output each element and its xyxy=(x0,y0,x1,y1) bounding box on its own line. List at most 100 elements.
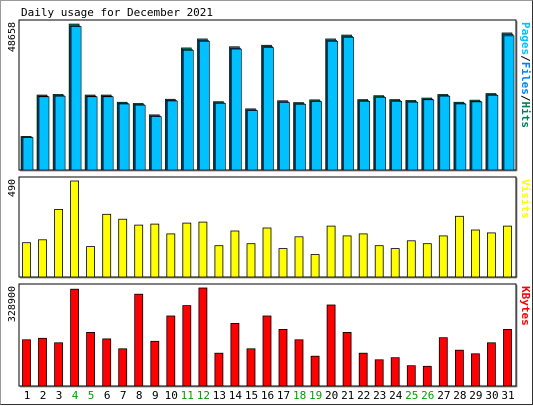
x-tick-day-9: 9 xyxy=(152,389,159,402)
bar-kbytes-day-29 xyxy=(470,353,480,387)
bar-visits-day-17 xyxy=(278,248,288,278)
x-tick-day-3: 3 xyxy=(56,389,63,402)
series-label: KBytes xyxy=(519,286,532,326)
bar-pages-day-1 xyxy=(22,137,34,171)
bar-visits-day-28 xyxy=(454,215,464,278)
series-label-text: KBytes xyxy=(519,286,532,326)
x-tick-day-20: 20 xyxy=(325,389,338,402)
bar-visits-day-4 xyxy=(70,180,79,278)
series-label-text: Visits xyxy=(519,179,532,219)
bar-kbytes-day-30 xyxy=(486,342,496,387)
bar-visits-day-15 xyxy=(246,243,256,278)
x-tick-day-24: 24 xyxy=(389,389,403,402)
bar-pages-day-4 xyxy=(70,26,82,171)
bar-kbytes-day-21 xyxy=(342,331,352,387)
x-tick-day-25: 25 xyxy=(405,389,418,402)
x-tick-day-26: 26 xyxy=(421,389,434,402)
bar-visits-day-24 xyxy=(390,248,400,278)
bar-visits-day-22 xyxy=(358,233,368,278)
bar-visits-day-29 xyxy=(470,229,480,278)
bar-kbytes-day-27 xyxy=(438,337,448,387)
y-tick-label: 490 xyxy=(7,179,18,197)
bar-visits-day-6 xyxy=(102,213,112,278)
bar-pages-day-7 xyxy=(118,103,130,171)
bar-visits-day-18 xyxy=(294,236,304,278)
panel-visits: 490 Visits xyxy=(7,176,532,279)
bar-visits-day-25 xyxy=(406,240,416,278)
chart-title: Daily usage for December 2021 xyxy=(21,6,213,19)
bar-kbytes-day-5 xyxy=(86,331,95,387)
bar-kbytes-day-26 xyxy=(422,365,432,387)
series-label: Pages/Files/Hits xyxy=(519,22,532,128)
bar-kbytes-day-12 xyxy=(198,287,208,387)
x-tick-day-18: 18 xyxy=(293,389,306,402)
bar-pages-day-22 xyxy=(359,101,371,171)
bar-pages-day-24 xyxy=(391,101,403,171)
x-tick-day-22: 22 xyxy=(357,389,370,402)
x-tick-day-13: 13 xyxy=(213,389,226,402)
bar-kbytes-day-6 xyxy=(102,338,112,387)
bar-pages-day-12 xyxy=(199,40,210,171)
x-tick-day-2: 2 xyxy=(40,389,47,402)
bar-visits-day-19 xyxy=(310,254,320,278)
bar-kbytes-day-3 xyxy=(54,342,63,387)
bar-kbytes-day-15 xyxy=(246,348,256,387)
bar-pages-day-10 xyxy=(167,100,178,171)
series-label-part: Pages xyxy=(519,22,532,55)
bar-visits-day-23 xyxy=(374,245,384,278)
y-tick-label: 328900 xyxy=(7,286,18,322)
bar-pages-day-21 xyxy=(343,37,354,171)
x-tick-day-17: 17 xyxy=(277,389,290,402)
bar-pages-day-9 xyxy=(151,116,162,171)
bar-pages-day-31 xyxy=(503,35,515,171)
bar-kbytes-day-1 xyxy=(22,339,31,387)
bar-visits-day-13 xyxy=(214,245,224,278)
bar-pages-day-3 xyxy=(54,95,66,171)
bar-pages-day-20 xyxy=(327,40,338,171)
bar-visits-day-21 xyxy=(342,235,352,278)
bar-visits-day-14 xyxy=(230,230,240,278)
x-tick-day-10: 10 xyxy=(165,389,178,402)
series-label-part: / xyxy=(519,95,532,102)
x-tick-day-21: 21 xyxy=(341,389,354,402)
bar-pages-day-11 xyxy=(183,49,194,171)
bar-kbytes-day-14 xyxy=(230,322,240,387)
bar-kbytes-day-9 xyxy=(150,340,160,387)
bar-pages-day-30 xyxy=(487,95,499,171)
bar-pages-day-29 xyxy=(471,101,483,171)
bar-kbytes-day-11 xyxy=(182,305,192,387)
x-tick-day-14: 14 xyxy=(229,389,243,402)
x-tick-day-4: 4 xyxy=(72,389,79,402)
y-tick-label: 48658 xyxy=(7,22,18,52)
bar-pages-day-2 xyxy=(38,96,50,171)
bar-visits-day-26 xyxy=(422,243,432,278)
x-tick-day-16: 16 xyxy=(261,389,274,402)
bar-kbytes-day-8 xyxy=(134,293,144,387)
bar-visits-day-8 xyxy=(134,224,144,278)
bar-kbytes-day-31 xyxy=(503,328,512,387)
panel-pages-files-hits: 48658 Pages/Files/Hits xyxy=(7,19,532,172)
bar-visits-day-2 xyxy=(38,239,47,278)
x-tick-day-12: 12 xyxy=(197,389,210,402)
bar-visits-day-1 xyxy=(22,242,31,278)
bar-visits-day-3 xyxy=(54,208,63,278)
bar-visits-day-9 xyxy=(150,223,160,278)
x-tick-day-31: 31 xyxy=(501,389,514,402)
x-tick-day-28: 28 xyxy=(453,389,466,402)
bar-kbytes-day-10 xyxy=(166,315,176,387)
bar-pages-day-19 xyxy=(311,101,322,171)
bar-kbytes-day-2 xyxy=(38,337,47,387)
bar-pages-day-6 xyxy=(102,96,114,171)
bar-kbytes-day-7 xyxy=(118,348,128,387)
bar-kbytes-day-25 xyxy=(406,365,416,387)
bar-visits-day-30 xyxy=(486,232,496,278)
x-tick-day-30: 30 xyxy=(485,389,498,402)
bar-visits-day-27 xyxy=(438,235,448,278)
bar-pages-day-16 xyxy=(263,47,274,171)
bar-pages-day-25 xyxy=(407,101,419,171)
bar-pages-day-26 xyxy=(423,99,435,171)
x-tick-day-1: 1 xyxy=(24,389,31,402)
bar-pages-day-27 xyxy=(439,95,451,171)
bar-visits-day-5 xyxy=(86,246,95,278)
